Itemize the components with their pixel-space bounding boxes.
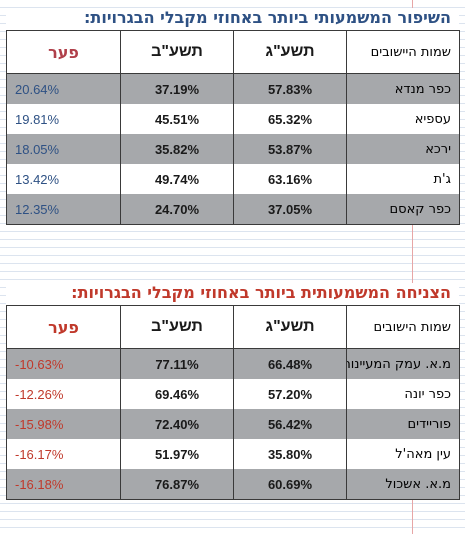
- value-2012: 24.70%: [120, 194, 234, 225]
- value-2012: 51.97%: [120, 439, 234, 469]
- value-2013: 66.48%: [233, 348, 347, 379]
- improvement-title: השיפור המשמעותי ביותר באחוזי מקבלי הבגרו…: [6, 8, 459, 30]
- table-row: עספיא 65.32% 45.51% 19.81%: [6, 104, 460, 134]
- value-2012: 49.74%: [120, 164, 234, 194]
- header-row: שמות הישובים תשע"ג תשע"ב פער: [6, 305, 460, 349]
- settlement-name: פוריידים: [346, 409, 460, 439]
- gap-value: -12.26%: [6, 379, 121, 409]
- settlement-name: ירכא: [346, 134, 460, 164]
- gap-value: 13.42%: [6, 164, 121, 194]
- value-2012: 69.46%: [120, 379, 234, 409]
- decline-title: הצניחה המשמעותית ביותר באחוזי מקבלי הבגר…: [6, 283, 459, 305]
- settlement-name: כפר קאסם: [346, 194, 460, 225]
- value-2012: 45.51%: [120, 104, 234, 134]
- value-2013: 53.87%: [233, 134, 347, 164]
- value-2013: 35.80%: [233, 439, 347, 469]
- header-gap: פער: [6, 30, 121, 74]
- value-2012: 37.19%: [120, 73, 234, 104]
- header-year-2013: תשע"ג: [233, 30, 347, 74]
- value-2013: 57.83%: [233, 73, 347, 104]
- decline-section: הצניחה המשמעותית ביותר באחוזי מקבלי הבגר…: [6, 283, 460, 500]
- value-2012: 76.87%: [120, 469, 234, 500]
- settlement-name: מ.א. אשכול: [346, 469, 460, 500]
- value-2013: 65.32%: [233, 104, 347, 134]
- improvement-table: שמות היישובים תשע"ג תשע"ב פער כפר מנדא 5…: [6, 30, 460, 225]
- value-2013: 57.20%: [233, 379, 347, 409]
- value-2012: 77.11%: [120, 348, 234, 379]
- improvement-section: השיפור המשמעותי ביותר באחוזי מקבלי הבגרו…: [6, 8, 460, 225]
- value-2013: 37.05%: [233, 194, 347, 225]
- settlement-name: כפר יונה: [346, 379, 460, 409]
- settlement-name: עין מאה'ל: [346, 439, 460, 469]
- value-2013: 60.69%: [233, 469, 347, 500]
- value-2013: 63.16%: [233, 164, 347, 194]
- table-row: עין מאה'ל 35.80% 51.97% -16.17%: [6, 439, 460, 469]
- header-gap: פער: [6, 305, 121, 349]
- table-row: ירכא 53.87% 35.82% 18.05%: [6, 134, 460, 164]
- table-row: כפר מנדא 57.83% 37.19% 20.64%: [6, 73, 460, 104]
- settlement-name: כפר מנדא: [346, 73, 460, 104]
- gap-value: -10.63%: [6, 348, 121, 379]
- table-row: מ.א. אשכול 60.69% 76.87% -16.18%: [6, 469, 460, 500]
- table-row: פוריידים 56.42% 72.40% -15.98%: [6, 409, 460, 439]
- value-2012: 72.40%: [120, 409, 234, 439]
- value-2012: 35.82%: [120, 134, 234, 164]
- value-2013: 56.42%: [233, 409, 347, 439]
- table-row: מ.א. עמק המעיינות 66.48% 77.11% -10.63%: [6, 348, 460, 379]
- header-year-2012: תשע"ב: [120, 30, 234, 74]
- gap-value: -16.17%: [6, 439, 121, 469]
- table-row: ג'ת 63.16% 49.74% 13.42%: [6, 164, 460, 194]
- gap-value: 20.64%: [6, 73, 121, 104]
- gap-value: 18.05%: [6, 134, 121, 164]
- gap-value: -15.98%: [6, 409, 121, 439]
- table-row: כפר קאסם 37.05% 24.70% 12.35%: [6, 194, 460, 225]
- header-settlements: שמות הישובים: [346, 305, 460, 349]
- settlement-name: ג'ת: [346, 164, 460, 194]
- header-settlements: שמות היישובים: [346, 30, 460, 74]
- gap-value: 19.81%: [6, 104, 121, 134]
- settlement-name: עספיא: [346, 104, 460, 134]
- table-row: כפר יונה 57.20% 69.46% -12.26%: [6, 379, 460, 409]
- header-year-2012: תשע"ב: [120, 305, 234, 349]
- header-row: שמות היישובים תשע"ג תשע"ב פער: [6, 30, 460, 74]
- decline-table: שמות הישובים תשע"ג תשע"ב פער מ.א. עמק המ…: [6, 305, 460, 500]
- settlement-name: מ.א. עמק המעיינות: [346, 348, 460, 379]
- header-year-2013: תשע"ג: [233, 305, 347, 349]
- gap-value: -16.18%: [6, 469, 121, 500]
- gap-value: 12.35%: [6, 194, 121, 225]
